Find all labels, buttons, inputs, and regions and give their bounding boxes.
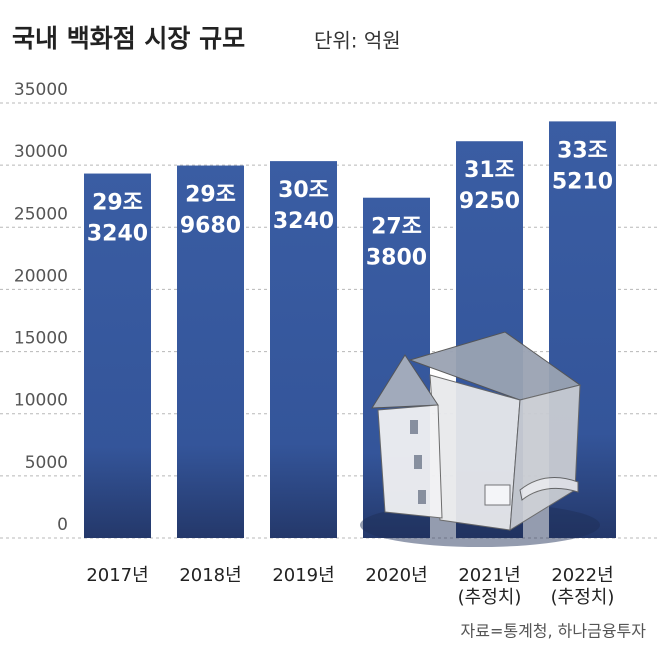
chart-title: 국내 백화점 시장 규모: [12, 24, 245, 53]
value-label: 27조: [371, 215, 422, 240]
y-tick-label: 25000: [14, 204, 68, 224]
y-tick-label: 10000: [14, 391, 68, 411]
value-label: 3240: [273, 209, 334, 234]
x-tick-label: 2021년: [458, 565, 520, 586]
value-label: 5210: [552, 169, 613, 194]
plot: 0 5000 10000 15000 20000 25000 30000 35000 29조 32…: [0, 80, 658, 608]
value-label: 29조: [185, 183, 236, 208]
x-tick-label: 2017년: [86, 565, 148, 586]
x-tick-label: (추정치): [551, 587, 615, 608]
y-tick-label: 35000: [14, 80, 68, 100]
value-label: 29조: [92, 191, 143, 216]
y-tick-label: 30000: [14, 142, 68, 162]
value-label: 31조: [464, 158, 515, 183]
value-label: 30조: [278, 178, 329, 203]
y-tick-label: 5000: [25, 453, 68, 473]
y-tick-label: 15000: [14, 329, 68, 349]
value-label: 3800: [366, 246, 427, 271]
x-tick-label: 2020년: [365, 565, 427, 586]
source: 자료=통계청, 하나금융투자: [461, 622, 647, 641]
x-tick-label: 2022년: [551, 565, 613, 586]
y-tick-label: 0: [57, 515, 68, 535]
value-label: 33조: [557, 138, 608, 163]
bar: [270, 161, 337, 538]
x-tick-label: 2019년: [272, 565, 334, 586]
y-tick-label: 20000: [14, 266, 68, 286]
value-label: 3240: [87, 222, 148, 247]
x-tick-label: (추정치): [458, 587, 522, 608]
building-illustration: [360, 331, 600, 547]
chart-subtitle: 단위: 억원: [314, 29, 401, 53]
value-label: 9250: [459, 189, 520, 214]
bar: [177, 165, 244, 538]
x-tick-label: 2018년: [179, 565, 241, 586]
value-label: 9680: [180, 214, 241, 239]
bar: [84, 173, 151, 539]
